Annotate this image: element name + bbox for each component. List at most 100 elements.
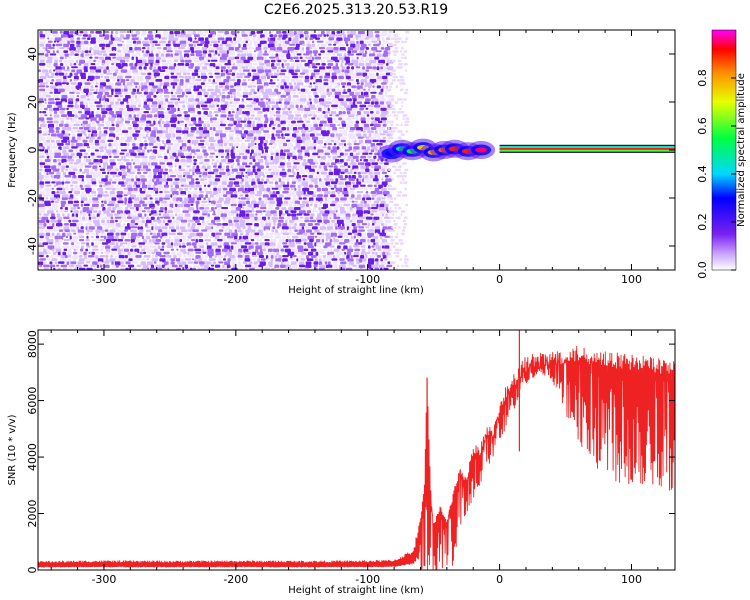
noise-speckle xyxy=(258,136,266,141)
noise-speckle xyxy=(228,219,233,224)
noise-speckle xyxy=(96,95,103,99)
noise-speckle xyxy=(318,261,323,266)
noise-speckle xyxy=(92,146,99,149)
noise-speckle xyxy=(158,114,165,119)
noise-speckle xyxy=(260,139,264,144)
noise-speckle xyxy=(97,91,103,95)
noise-speckle xyxy=(338,175,343,179)
noise-speckle xyxy=(234,235,238,240)
noise-speckle xyxy=(275,50,282,53)
noise-speckle xyxy=(80,91,84,95)
noise-speckle xyxy=(115,187,123,191)
noise-speckle xyxy=(225,251,232,256)
noise-speckle xyxy=(223,203,230,207)
noise-speckle xyxy=(202,117,209,120)
noise-speckle xyxy=(125,261,131,265)
noise-speckle xyxy=(151,50,154,55)
noise-speckle xyxy=(174,143,180,147)
noise-speckle xyxy=(314,242,317,247)
noise-speckle xyxy=(73,210,79,214)
noise-speckle xyxy=(215,226,220,230)
noise-speckle xyxy=(381,37,385,41)
noise-speckle xyxy=(109,191,115,195)
noise-speckle xyxy=(365,216,373,220)
noise-speckle xyxy=(250,31,256,35)
noise-speckle xyxy=(218,149,224,153)
noise-speckle xyxy=(245,63,253,67)
noise-speckle xyxy=(56,232,61,237)
noise-speckle xyxy=(222,162,226,165)
noise-speckle xyxy=(161,232,168,237)
noise-speckle xyxy=(192,114,198,118)
noise-speckle xyxy=(195,171,202,175)
noise-speckle xyxy=(225,127,232,130)
noise-speckle xyxy=(361,120,366,124)
noise-speckle xyxy=(59,63,64,66)
noise-speckle xyxy=(362,66,365,70)
noise-speckle xyxy=(69,223,77,227)
noise-fringe xyxy=(401,104,403,108)
noise-speckle xyxy=(275,98,279,101)
noise-speckle xyxy=(155,50,158,53)
noise-speckle xyxy=(312,66,318,69)
noise-speckle xyxy=(148,213,152,216)
noise-speckle xyxy=(103,127,109,130)
noise-speckle xyxy=(39,123,47,127)
noise-speckle xyxy=(330,187,335,190)
noise-speckle xyxy=(275,267,282,270)
noise-speckle xyxy=(147,175,153,178)
noise-speckle xyxy=(104,203,107,208)
noise-speckle xyxy=(365,255,368,259)
noise-speckle xyxy=(122,43,126,48)
noise-speckle xyxy=(46,117,53,120)
noise-speckle xyxy=(112,72,117,77)
noise-speckle xyxy=(170,194,173,198)
noise-speckle xyxy=(189,232,196,237)
noise-speckle xyxy=(163,267,167,270)
noise-speckle xyxy=(242,69,250,72)
noise-speckle xyxy=(247,133,254,137)
noise-speckle xyxy=(144,152,149,155)
noise-speckle xyxy=(95,82,99,85)
noise-speckle xyxy=(176,251,182,256)
noise-speckle xyxy=(244,251,252,255)
noise-speckle xyxy=(215,194,222,197)
noise-speckle xyxy=(137,168,141,172)
snr-x-tick-label: 0 xyxy=(496,573,503,586)
noise-speckle xyxy=(243,43,247,48)
noise-speckle xyxy=(327,143,332,146)
noise-speckle xyxy=(91,82,95,85)
noise-speckle xyxy=(207,88,214,92)
noise-speckle xyxy=(222,187,228,191)
noise-speckle xyxy=(123,66,128,69)
noise-speckle xyxy=(162,187,169,192)
noise-speckle xyxy=(257,43,262,48)
noise-speckle xyxy=(170,149,178,152)
noise-speckle xyxy=(39,155,45,158)
spectrogram-y-tick-label: 40 xyxy=(26,47,39,61)
noise-speckle xyxy=(252,120,255,124)
noise-speckle xyxy=(150,152,155,156)
noise-speckle xyxy=(60,155,67,159)
noise-speckle xyxy=(192,258,195,261)
noise-speckle xyxy=(105,120,111,124)
colorbar-label: Normalized spectral amplitude xyxy=(736,73,747,227)
noise-speckle xyxy=(146,79,150,84)
noise-speckle xyxy=(116,114,122,119)
noise-speckle xyxy=(147,242,154,246)
noise-speckle xyxy=(248,91,253,96)
noise-speckle xyxy=(77,223,84,226)
noise-speckle xyxy=(174,213,178,217)
noise-speckle xyxy=(347,165,351,168)
noise-speckle xyxy=(210,117,213,122)
noise-speckle xyxy=(263,31,269,36)
noise-speckle xyxy=(303,213,310,216)
noise-speckle xyxy=(291,213,297,217)
noise-speckle xyxy=(237,178,240,183)
noise-speckle xyxy=(287,146,292,151)
noise-speckle xyxy=(202,66,208,70)
noise-speckle xyxy=(359,88,363,93)
noise-speckle xyxy=(266,165,270,168)
noise-speckle xyxy=(302,123,306,129)
noise-speckle xyxy=(324,248,327,252)
